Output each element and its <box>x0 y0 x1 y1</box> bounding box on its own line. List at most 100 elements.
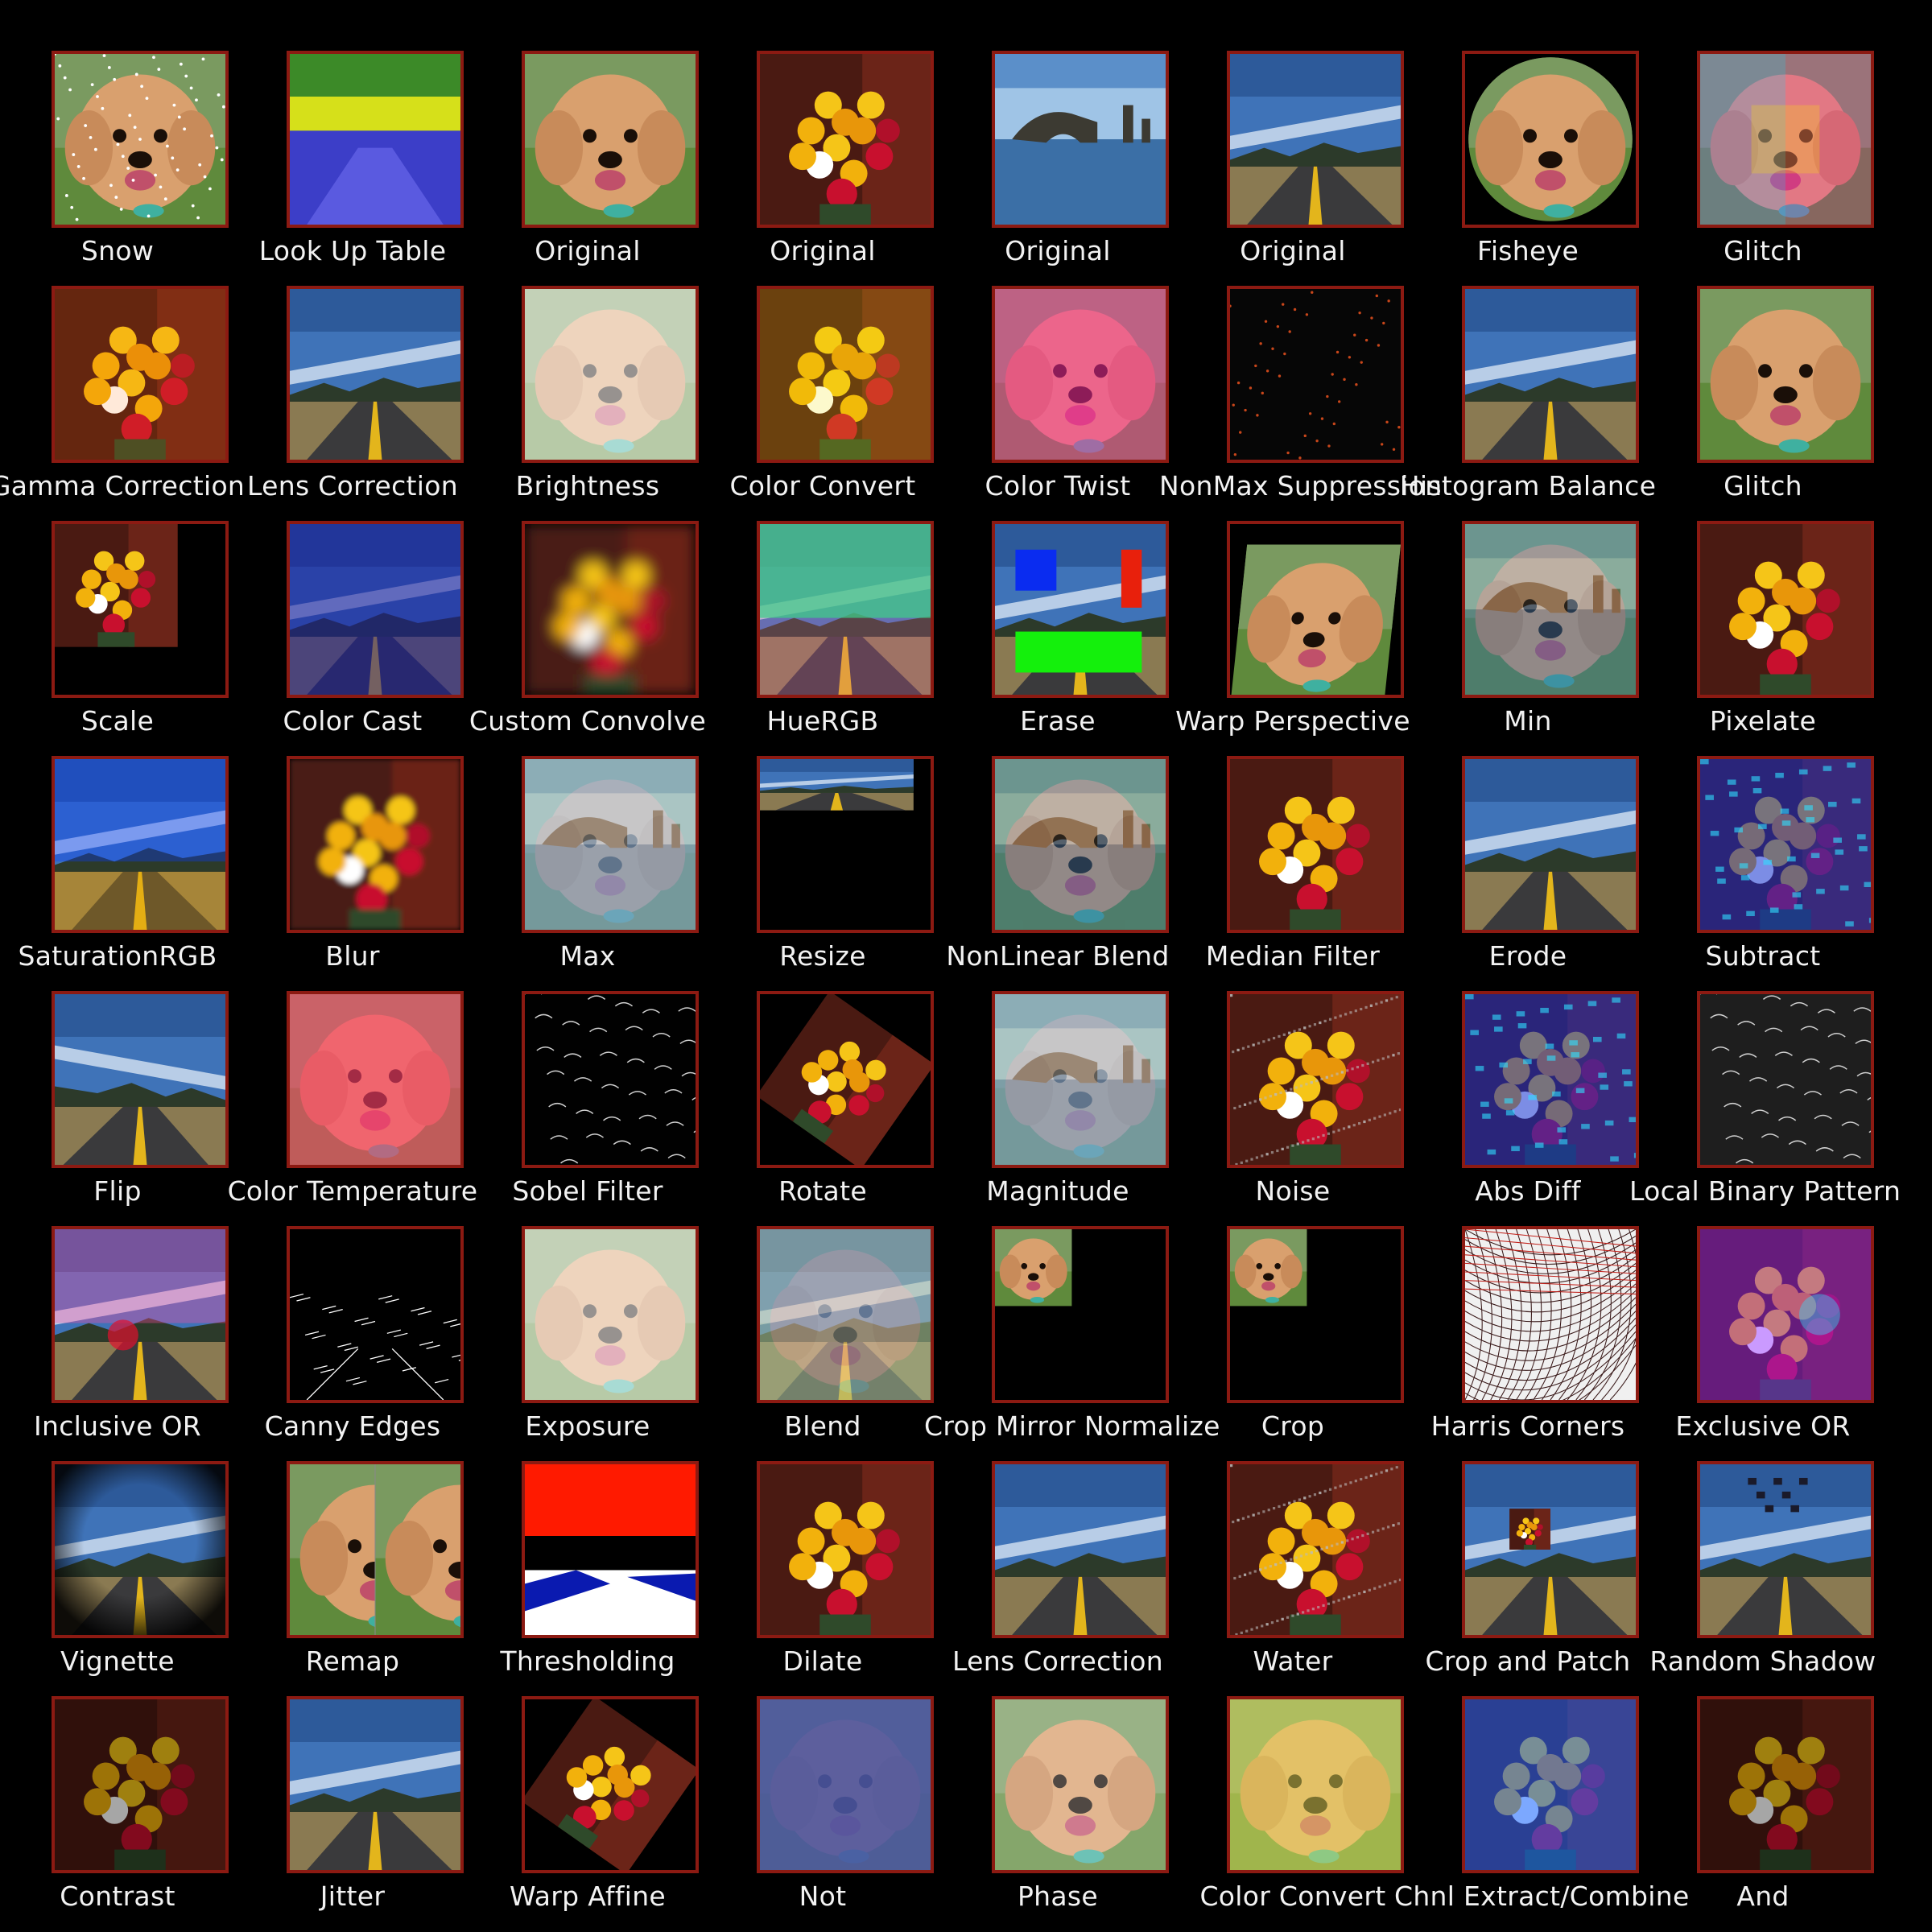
gallery-tile: Exclusive OR <box>1645 1175 1880 1442</box>
thumbnail-image <box>992 286 1169 463</box>
gallery-tile: Thresholding <box>470 1410 705 1677</box>
gallery-tile: Original <box>470 0 705 266</box>
thumbnail-image <box>52 991 229 1168</box>
tile-caption: Flip <box>93 1175 142 1207</box>
gallery-tile: Vignette <box>0 1410 235 1677</box>
gallery-tile: Subtract <box>1645 705 1880 972</box>
tile-caption: NonMax Suppression <box>1159 470 1443 502</box>
gallery-tile: Chnl Extract/Combine <box>1394 1645 1689 1912</box>
gallery-tile: Inclusive OR <box>0 1175 235 1442</box>
thumbnail-image <box>522 1226 699 1403</box>
gallery-tile: Gamma Correction <box>0 235 245 502</box>
thumbnail-image <box>1462 1696 1639 1873</box>
thumbnail-image <box>992 1461 1169 1638</box>
thumbnail-image <box>992 1226 1169 1403</box>
thumbnail-image <box>1697 1696 1874 1873</box>
thumbnail-image <box>1227 521 1404 698</box>
thumbnail-image <box>992 51 1169 228</box>
tile-caption: Water <box>1253 1645 1333 1677</box>
gallery-tile: Resize <box>705 705 940 972</box>
gallery-tile: Magnitude <box>940 940 1175 1207</box>
tile-caption: Look Up Table <box>258 235 447 266</box>
gallery-tile: Histogram Balance <box>1400 235 1656 502</box>
thumbnail-image <box>1227 286 1404 463</box>
thumbnail-image <box>1462 51 1639 228</box>
thumbnail-image <box>52 286 229 463</box>
gallery-tile: Color Twist <box>940 235 1175 502</box>
gallery-tile: Brightness <box>470 235 705 502</box>
tile-caption: Brightness <box>515 470 660 502</box>
tile-caption: Blend <box>784 1410 861 1442</box>
gallery-tile: Noise <box>1175 940 1410 1207</box>
tile-caption: Warp Perspective <box>1175 705 1410 737</box>
thumbnail-image <box>1462 756 1639 933</box>
tile-caption: Thresholding <box>500 1645 675 1677</box>
thumbnail-image <box>992 1696 1169 1873</box>
gallery-tile: Lens Correction <box>940 1410 1175 1677</box>
tile-caption: Crop and Patch <box>1425 1645 1631 1677</box>
tile-caption: Inclusive OR <box>33 1410 202 1442</box>
gallery-tile: Snow <box>0 0 235 266</box>
tile-caption: Abs Diff <box>1475 1175 1581 1207</box>
tile-caption: Color Convert <box>1199 1880 1386 1912</box>
tile-caption: Fisheye <box>1476 235 1579 266</box>
gallery-tile: Canny Edges <box>235 1175 470 1442</box>
gallery-tile: SaturationRGB <box>0 705 235 972</box>
thumbnail-image <box>757 1696 934 1873</box>
tile-caption: Color Temperature <box>227 1175 478 1207</box>
thumbnail-image <box>52 51 229 228</box>
tile-caption: Jitter <box>320 1880 386 1912</box>
tile-caption: Gamma Correction <box>0 470 246 502</box>
thumbnail-image <box>287 521 464 698</box>
thumbnail-image <box>1462 1226 1639 1403</box>
tile-caption: Magnitude <box>986 1175 1129 1207</box>
tile-caption: Blur <box>325 940 380 972</box>
thumbnail-image <box>757 1226 934 1403</box>
gallery-tile: Random Shadow <box>1645 1410 1880 1677</box>
tile-caption: Not <box>799 1880 847 1912</box>
thumbnail-image <box>522 1461 699 1638</box>
thumbnail-image <box>757 286 934 463</box>
thumbnail-image <box>522 286 699 463</box>
tile-caption: Noise <box>1255 1175 1331 1207</box>
gallery-tile: Exposure <box>470 1175 705 1442</box>
thumbnail-image <box>52 521 229 698</box>
tile-caption: Min <box>1504 705 1552 737</box>
thumbnail-image <box>1227 1461 1404 1638</box>
thumbnail-image <box>522 521 699 698</box>
thumbnail-image <box>522 756 699 933</box>
gallery-tile: Color Temperature <box>228 940 477 1207</box>
gallery-tile: Rotate <box>705 940 940 1207</box>
gallery-tile: NonMax Suppression <box>1159 235 1442 502</box>
tile-caption: Exposure <box>525 1410 650 1442</box>
tile-caption: NonLinear Blend <box>946 940 1170 972</box>
tile-caption: Max <box>559 940 616 972</box>
tile-caption: Random Shadow <box>1649 1645 1876 1677</box>
gallery-tile: Water <box>1175 1410 1410 1677</box>
tile-caption: Resize <box>779 940 866 972</box>
tile-caption: Remap <box>305 1645 400 1677</box>
gallery-tile: Contrast <box>0 1645 235 1912</box>
thumbnail-image <box>1697 1226 1874 1403</box>
tile-caption: Subtract <box>1705 940 1821 972</box>
thumbnail-image <box>1462 521 1639 698</box>
gallery-tile: NonLinear Blend <box>940 705 1175 972</box>
tile-caption: Median Filter <box>1205 940 1381 972</box>
gallery-tile: Crop and Patch <box>1410 1410 1645 1677</box>
gallery-tile: Erode <box>1410 705 1645 972</box>
gallery-tile: Harris Corners <box>1410 1175 1645 1442</box>
tile-caption: Contrast <box>60 1880 175 1912</box>
thumbnail-image <box>1697 51 1874 228</box>
tile-caption: And <box>1736 1880 1790 1912</box>
thumbnail-image <box>1462 1461 1639 1638</box>
thumbnail-image <box>757 756 934 933</box>
tile-caption: SaturationRGB <box>18 940 217 972</box>
tile-caption: Chnl Extract/Combine <box>1394 1880 1690 1912</box>
gallery-tile: Phase <box>940 1645 1175 1912</box>
tile-caption: Lens Correction <box>952 1645 1163 1677</box>
gallery-tile: Min <box>1410 470 1645 737</box>
tile-caption: Rotate <box>778 1175 867 1207</box>
tile-caption: Scale <box>80 705 155 737</box>
thumbnail-image <box>1697 756 1874 933</box>
